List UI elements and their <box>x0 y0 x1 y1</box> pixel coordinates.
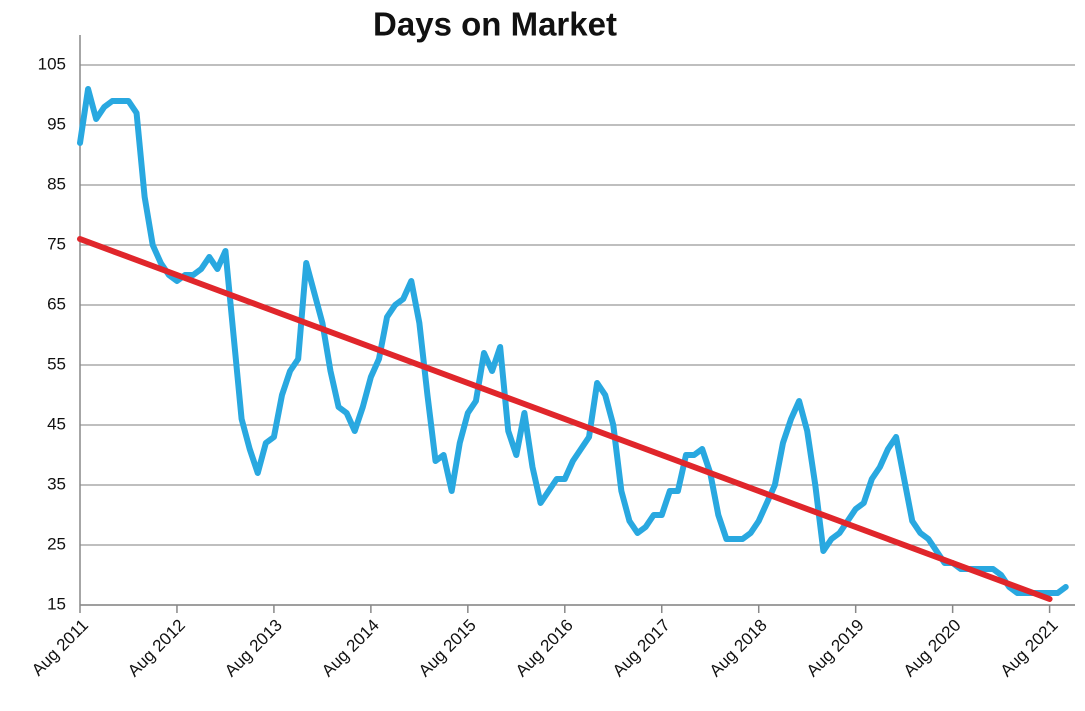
y-tick-label: 15 <box>47 594 66 613</box>
x-tick-label: Aug 2011 <box>28 616 92 680</box>
x-tick-label: Aug 2016 <box>512 616 577 681</box>
x-tick-label: Aug 2013 <box>221 616 286 681</box>
y-tick-label: 45 <box>47 414 66 433</box>
y-tick-label: 65 <box>47 294 66 313</box>
y-tick-label: 35 <box>47 474 66 493</box>
x-tick-label: Aug 2017 <box>609 616 674 681</box>
chart-title: Days on Market <box>373 6 617 43</box>
y-tick-label: 75 <box>47 234 66 253</box>
series-line <box>77 86 1069 596</box>
x-tick-label: Aug 2018 <box>706 616 771 681</box>
x-tick-label: Aug 2015 <box>415 616 480 681</box>
x-tick-label: Aug 2014 <box>318 616 383 681</box>
x-tick-label: Aug 2019 <box>803 616 868 681</box>
x-tick-label: Aug 2012 <box>124 616 189 681</box>
series-line <box>77 236 1053 602</box>
y-tick-label: 25 <box>47 534 66 553</box>
y-tick-label: 105 <box>38 54 66 73</box>
y-tick-label: 85 <box>47 174 66 193</box>
x-tick-label: Aug 2021 <box>997 616 1062 681</box>
x-tick-label: Aug 2020 <box>900 616 965 681</box>
y-tick-label: 95 <box>47 114 66 133</box>
y-tick-label: 55 <box>47 354 66 373</box>
